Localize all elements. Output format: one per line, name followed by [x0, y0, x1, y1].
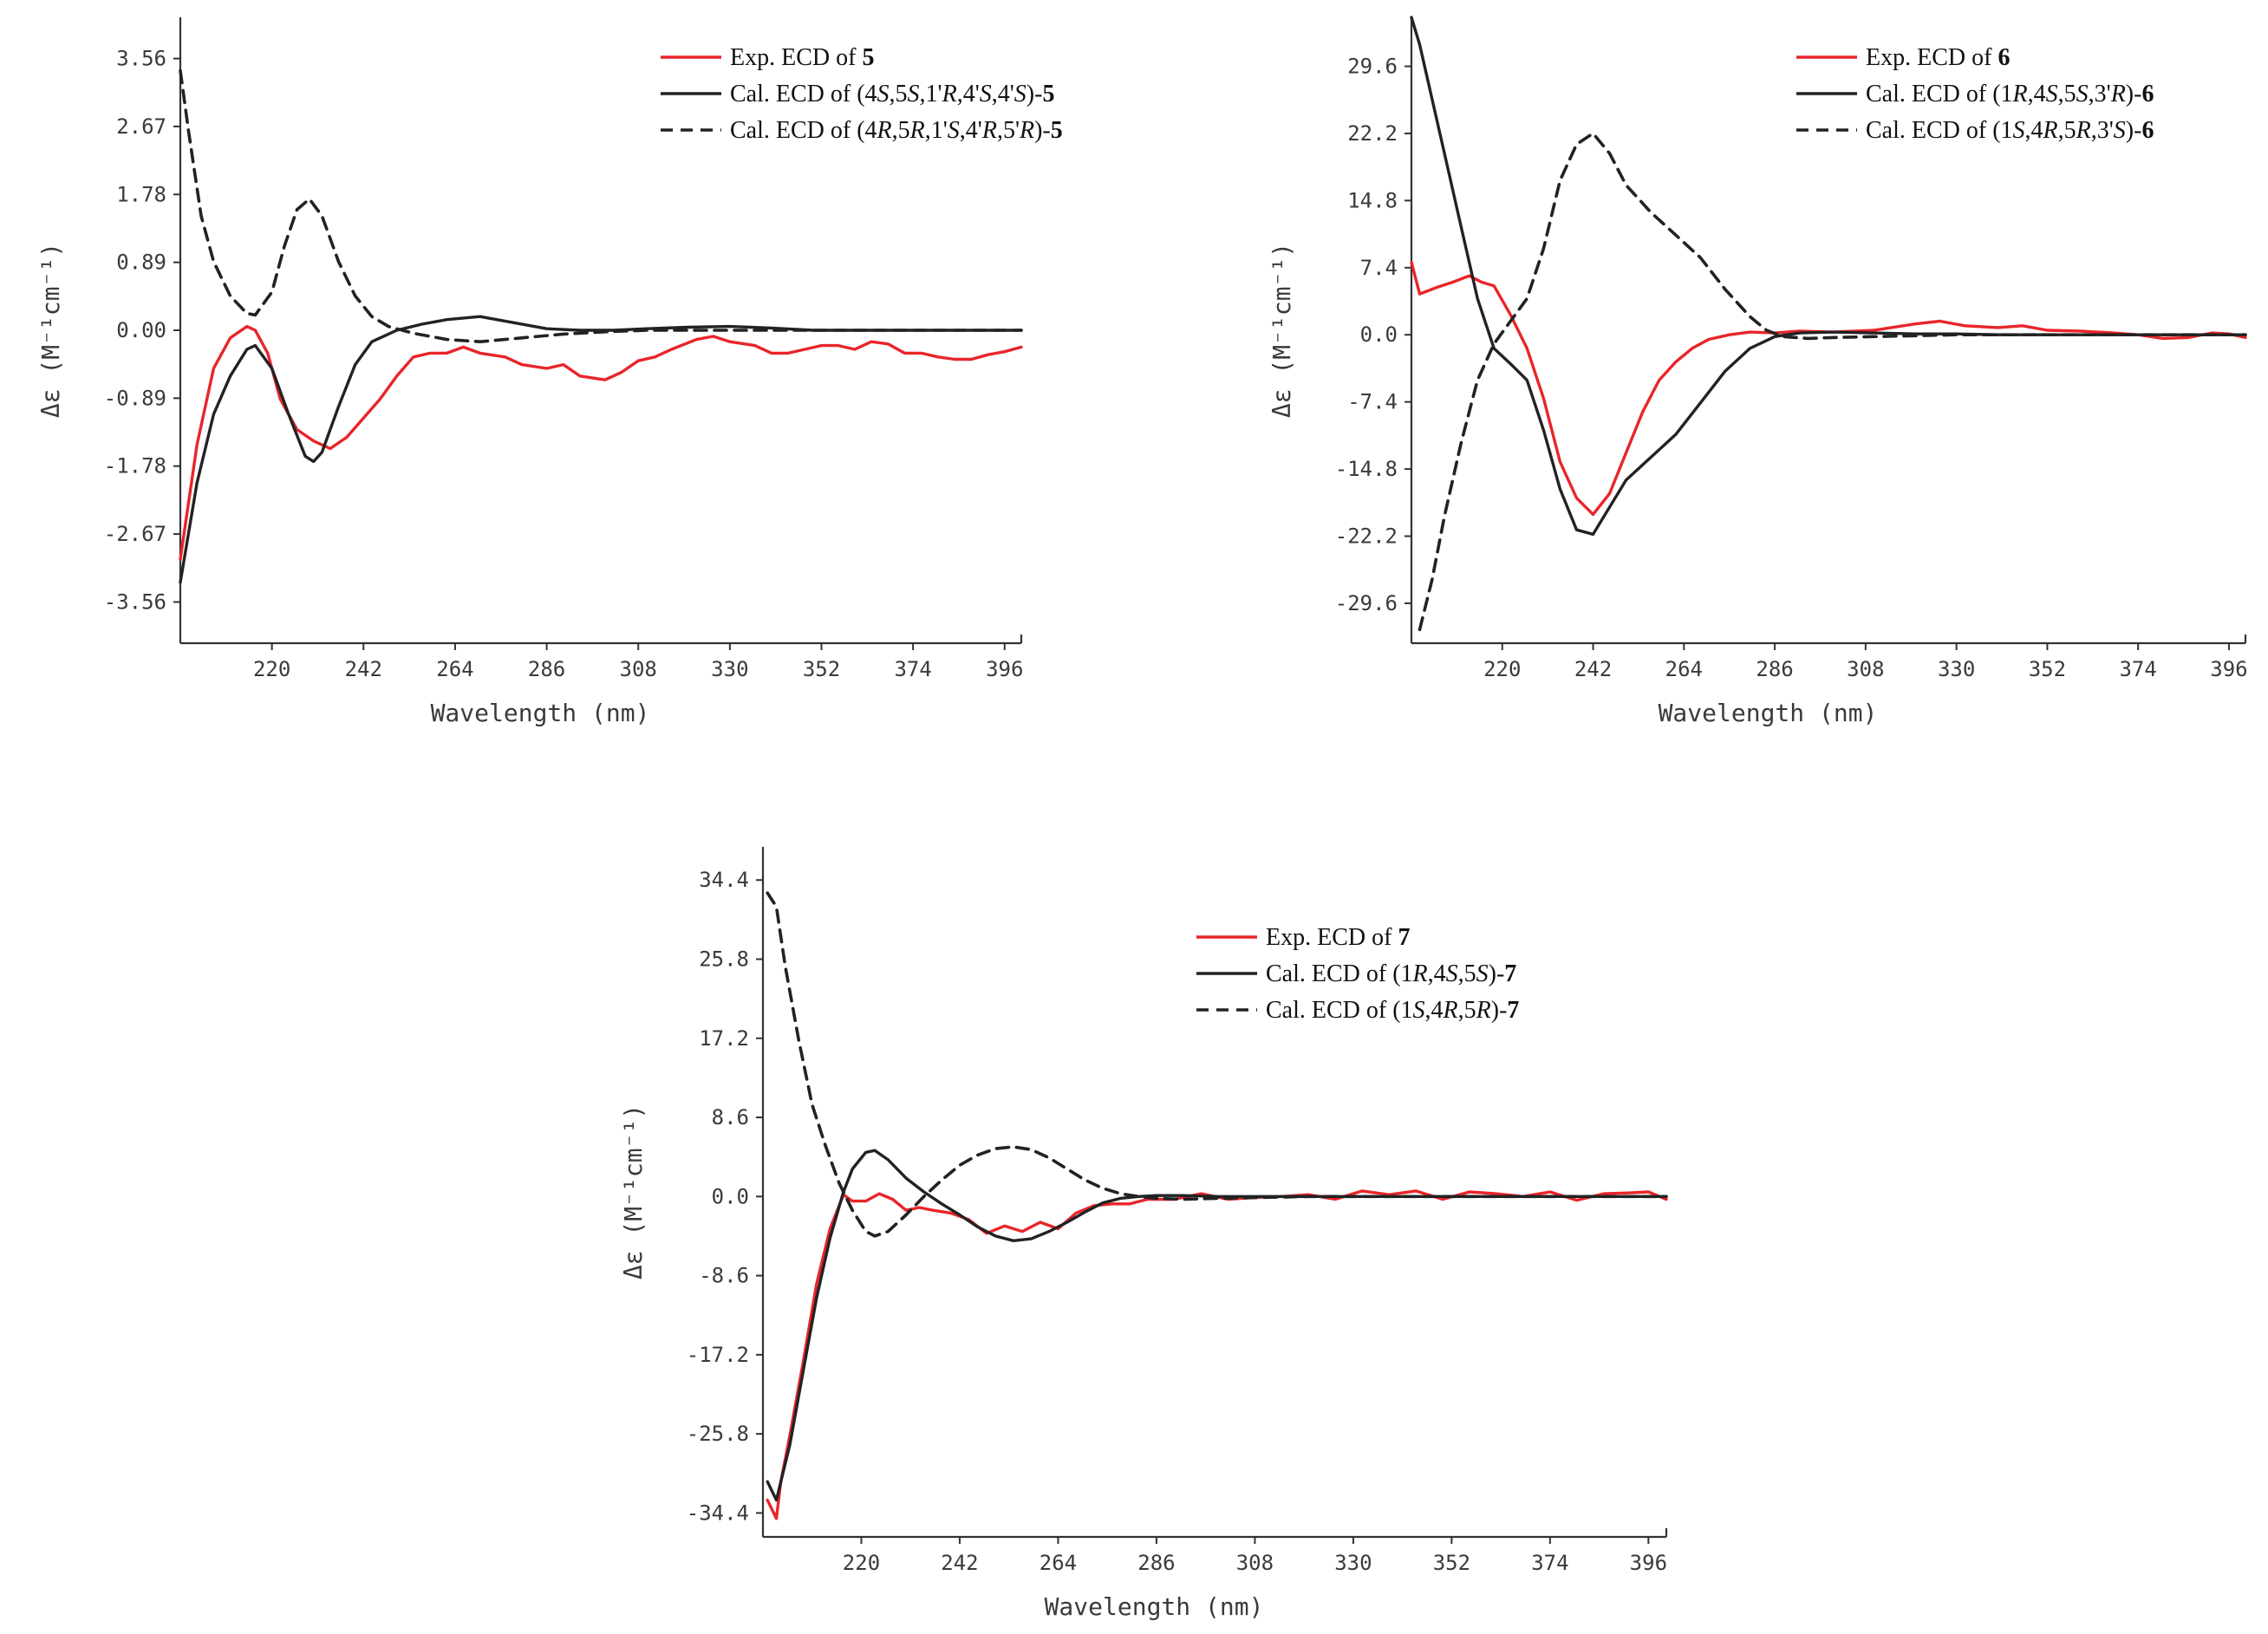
- x-tick-label: 396: [1630, 1551, 1667, 1575]
- y-tick-label: 0.0: [712, 1184, 749, 1208]
- y-tick-label: -25.8: [687, 1422, 749, 1446]
- y-tick-label: -0.89: [104, 386, 166, 410]
- x-tick-label: 286: [1137, 1551, 1175, 1575]
- x-tick-label: 374: [894, 657, 931, 681]
- series-line-3: [1418, 132, 2247, 632]
- legend-label: Exp. ECD of 7: [1266, 924, 1410, 951]
- y-tick-label: -14.8: [1335, 457, 1398, 481]
- x-tick-label: 242: [941, 1551, 978, 1575]
- x-tick-label: 308: [620, 657, 657, 681]
- x-tick-label: 264: [436, 657, 473, 681]
- y-axis-title: Δε (M⁻¹cm⁻¹): [36, 243, 65, 418]
- y-axis-title: Δε (M⁻¹cm⁻¹): [619, 1104, 648, 1279]
- y-tick-label: 22.2: [1347, 121, 1398, 146]
- series-line-1: [179, 324, 1023, 561]
- legend-label: Cal. ECD of (1R,4S,5S,3'R)-6: [1866, 81, 2154, 107]
- legend-label: Exp. ECD of 6: [1866, 44, 2010, 71]
- x-tick-label: 286: [1756, 657, 1793, 681]
- x-tick-label: 220: [1483, 657, 1521, 681]
- x-tick-label: 242: [345, 657, 382, 681]
- x-axis-title: Wavelength (nm): [431, 699, 650, 727]
- y-tick-label: -29.6: [1335, 591, 1398, 615]
- x-axis-title: Wavelength (nm): [1659, 699, 1878, 727]
- y-tick-label: 7.4: [1360, 256, 1398, 280]
- y-tick-label: 0.89: [116, 251, 166, 275]
- y-tick-label: -22.2: [1335, 524, 1398, 549]
- y-axis-title: Δε (M⁻¹cm⁻¹): [1268, 243, 1296, 418]
- y-tick-label: -2.67: [104, 522, 166, 546]
- y-tick-label: -34.4: [687, 1501, 749, 1525]
- series-line-1: [766, 1189, 1668, 1520]
- x-tick-label: 308: [1847, 657, 1884, 681]
- y-tick-label: 34.4: [699, 868, 749, 892]
- y-tick-label: 14.8: [1347, 188, 1398, 212]
- x-axis-title: Wavelength (nm): [1045, 1592, 1264, 1621]
- series-line-2: [766, 1149, 1668, 1502]
- legend-label: Cal. ECD of (1S,4R,5R)-7: [1266, 997, 1519, 1024]
- legend-label: Cal. ECD of (1S,4R,5R,3'S)-6: [1866, 117, 2154, 144]
- series-line-3: [179, 68, 1023, 344]
- y-tick-label: 25.8: [699, 947, 749, 971]
- x-tick-label: 264: [1040, 1551, 1077, 1575]
- y-tick-label: 8.6: [712, 1105, 749, 1129]
- legend-label: Exp. ECD of 5: [730, 44, 874, 71]
- x-tick-label: 308: [1236, 1551, 1274, 1575]
- y-tick-label: -17.2: [687, 1343, 749, 1367]
- series-line-3: [766, 891, 1668, 1238]
- x-tick-label: 220: [843, 1551, 880, 1575]
- ecd-chart-6: 29.6 22.2 14.8 7.4 0.0 -7.4 -14.8 -22.2 -29.6 220…: [1268, 16, 2248, 727]
- x-tick-label: 374: [2119, 657, 2156, 681]
- x-tick-label: 242: [1574, 657, 1612, 681]
- y-tick-label: 29.6: [1347, 55, 1398, 79]
- y-tick-label: 1.78: [116, 182, 166, 206]
- y-tick-label: 17.2: [699, 1026, 749, 1051]
- legend-label: Cal. ECD of (4R,5R,1'S,4'R,5'R)-5: [730, 117, 1063, 144]
- x-tick-label: 330: [711, 657, 748, 681]
- x-tick-label: 330: [1938, 657, 1975, 681]
- x-tick-label: 286: [528, 657, 565, 681]
- y-tick-label: 3.56: [116, 47, 166, 71]
- y-tick-label: -1.78: [104, 454, 166, 478]
- y-tick-label: -8.6: [699, 1264, 749, 1288]
- legend-label: Cal. ECD of (4S,5S,1'R,4'S,4'S)-5: [730, 81, 1054, 107]
- series-line-2: [179, 315, 1023, 584]
- y-tick-label: 2.67: [116, 114, 166, 139]
- y-tick-label: 0.0: [1360, 322, 1398, 347]
- x-tick-label: 396: [2210, 657, 2247, 681]
- y-tick-label: 0.00: [116, 318, 166, 342]
- x-tick-label: 352: [2029, 657, 2066, 681]
- x-tick-label: 352: [1433, 1551, 1470, 1575]
- x-tick-label: 220: [253, 657, 290, 681]
- legend-label: Cal. ECD of (1R,4S,5S)-7: [1266, 960, 1516, 987]
- ecd-chart-5: 3.56 2.67 1.78 0.89 0.00 -0.89 -1.78 -2.67 -3.56…: [36, 17, 1063, 727]
- y-tick-label: -7.4: [1347, 390, 1398, 414]
- x-tick-label: 330: [1334, 1551, 1372, 1575]
- ecd-chart-7: 34.4 25.8 17.2 8.6 0.0 -8.6 -17.2 -25.8 -34.4 220…: [619, 847, 1668, 1621]
- x-tick-label: 396: [986, 657, 1023, 681]
- series-line-1: [1410, 260, 2247, 517]
- x-tick-label: 352: [803, 657, 840, 681]
- x-tick-label: 264: [1665, 657, 1703, 681]
- x-tick-label: 374: [1531, 1551, 1568, 1575]
- y-tick-label: -3.56: [104, 589, 166, 614]
